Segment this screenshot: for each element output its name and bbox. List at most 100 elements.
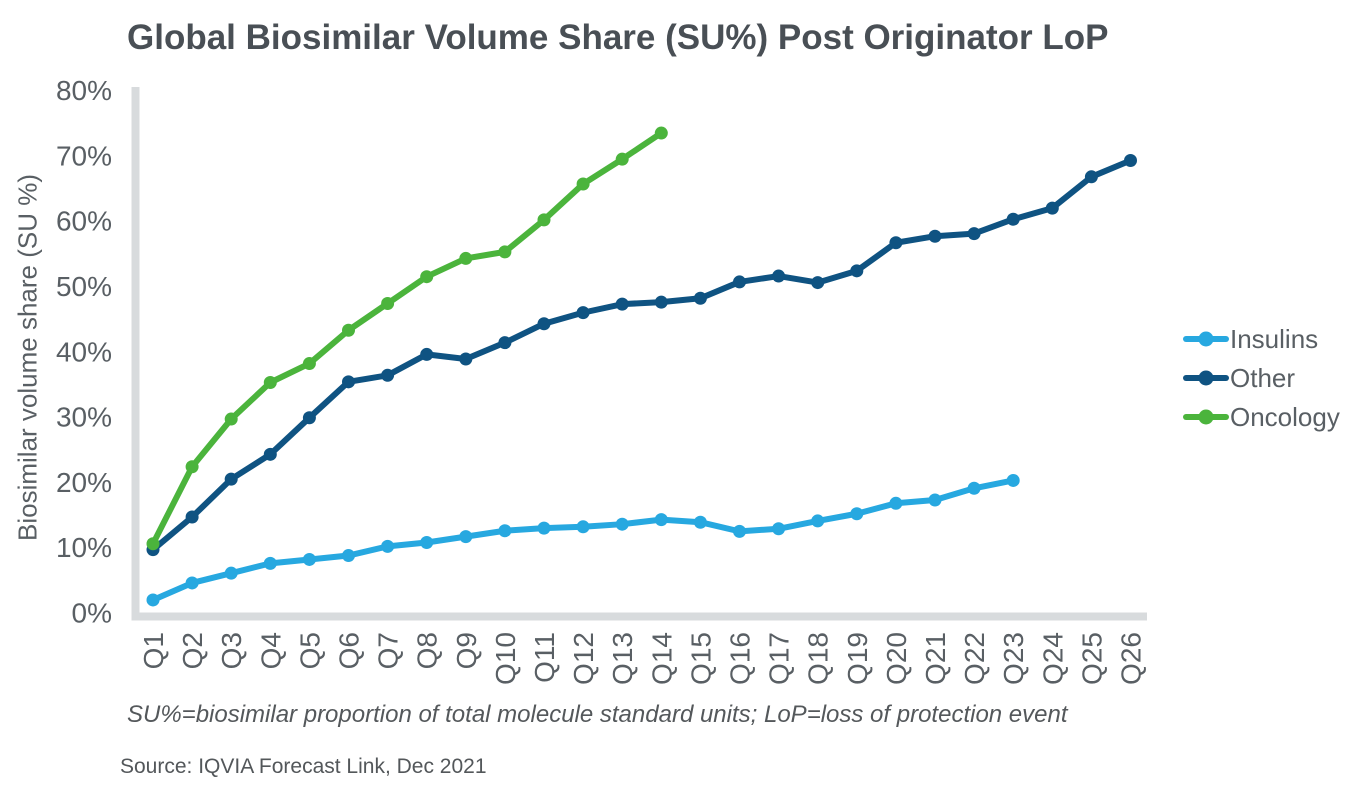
data-point-other [224, 472, 238, 486]
legend-label: Insulins [1230, 323, 1319, 354]
legend-item-oncology: Oncology [1183, 402, 1340, 432]
series-line-oncology [150, 130, 665, 547]
data-point-other [459, 352, 473, 366]
data-point-oncology [498, 245, 512, 259]
data-point-insulins [498, 524, 512, 538]
y-axis-spine [131, 87, 140, 620]
data-point-other [302, 411, 316, 425]
data-point-other [693, 291, 707, 305]
data-point-insulins [693, 515, 707, 529]
data-point-oncology [420, 270, 434, 284]
x-tick-label: Q6 [334, 632, 365, 669]
legend-dot-icon [1198, 331, 1214, 347]
x-tick-label: Q11 [529, 632, 560, 683]
data-point-insulins [967, 481, 981, 495]
legend-item-insulins: Insulins [1183, 324, 1340, 354]
series-line-other [150, 157, 1134, 553]
series-line-insulins [150, 477, 1017, 603]
x-tick-label: Q16 [725, 632, 756, 685]
legend-dot-icon [1198, 370, 1214, 386]
source-note: Source: IQVIA Forecast Link, Dec 2021 [120, 755, 487, 778]
legend-item-other: Other [1183, 363, 1340, 393]
data-point-insulins [772, 522, 786, 536]
data-point-other [1084, 170, 1098, 184]
x-tick-label: Q26 [1116, 632, 1147, 685]
data-point-other [772, 269, 786, 283]
data-point-oncology [342, 323, 355, 337]
data-point-oncology [654, 126, 668, 140]
x-tick-label: Q10 [490, 632, 521, 685]
legend-dot-icon [1198, 409, 1214, 425]
data-point-insulins [889, 496, 903, 510]
data-point-insulins [263, 556, 277, 570]
x-tick-label: Q7 [373, 632, 404, 669]
data-point-insulins [928, 493, 942, 507]
x-tick-label: Q20 [881, 632, 912, 685]
data-point-insulins [615, 517, 629, 531]
x-tick-label: Q17 [764, 632, 795, 685]
data-point-other [420, 347, 434, 361]
data-point-insulins [420, 535, 434, 549]
x-tick-label: Q19 [842, 632, 873, 685]
data-point-oncology [302, 357, 316, 371]
data-point-other [263, 447, 277, 461]
x-tick-label: Q3 [216, 632, 247, 669]
data-point-insulins [342, 549, 355, 563]
y-tick-label: 10% [56, 532, 112, 563]
x-tick-label: Q1 [138, 632, 169, 669]
legend-marker-icon [1183, 409, 1229, 425]
y-tick-label: 40% [56, 336, 112, 367]
x-tick-label: Q18 [803, 632, 834, 685]
data-point-other [1006, 212, 1020, 226]
data-point-other [733, 275, 746, 289]
x-tick-label: Q25 [1076, 632, 1107, 685]
x-tick-label: Q2 [177, 632, 208, 669]
x-tick-label: Q23 [998, 632, 1029, 685]
x-tick-label: Q22 [959, 632, 990, 685]
x-tick-label: Q21 [920, 632, 951, 685]
data-point-other [850, 264, 864, 278]
data-point-oncology [381, 296, 395, 310]
data-point-insulins [224, 566, 238, 580]
chart-title: Global Biosimilar Volume Share (SU%) Pos… [127, 18, 1109, 57]
legend-label: Other [1230, 362, 1296, 393]
data-point-oncology [263, 375, 277, 389]
data-point-insulins [146, 593, 160, 607]
data-point-insulins [537, 521, 551, 535]
data-point-insulins [1006, 473, 1020, 487]
data-point-oncology [615, 152, 629, 166]
data-point-other [811, 276, 825, 290]
data-point-insulins [654, 513, 668, 527]
data-point-insulins [850, 507, 864, 521]
x-tick-label: Q15 [685, 632, 716, 685]
data-point-oncology [576, 177, 590, 191]
footnote: SU%=biosimilar proportion of total molec… [127, 701, 1068, 728]
data-point-insulins [459, 530, 473, 544]
y-tick-label: 50% [56, 271, 112, 302]
x-tick-label: Q14 [646, 632, 677, 685]
x-tick-label: Q8 [412, 632, 443, 669]
data-point-other [1124, 153, 1137, 167]
y-tick-label: 60% [56, 206, 112, 237]
data-point-other [185, 510, 199, 524]
data-point-other [654, 295, 668, 309]
data-point-other [967, 227, 981, 241]
data-point-oncology [185, 460, 199, 474]
data-point-other [615, 297, 629, 311]
data-point-insulins [811, 514, 825, 528]
data-point-other [928, 229, 942, 243]
x-axis-spine [131, 612, 1147, 621]
data-point-insulins [381, 539, 395, 553]
x-tick-label: Q24 [1037, 632, 1068, 685]
y-tick-label: 70% [56, 140, 112, 171]
data-point-insulins [733, 524, 746, 538]
legend-label: Oncology [1230, 401, 1340, 432]
legend-marker-icon [1183, 331, 1229, 347]
data-point-oncology [459, 251, 473, 265]
data-point-other [381, 368, 395, 382]
data-point-insulins [576, 520, 590, 534]
data-point-oncology [146, 537, 160, 551]
y-tick-label: 30% [56, 402, 112, 433]
